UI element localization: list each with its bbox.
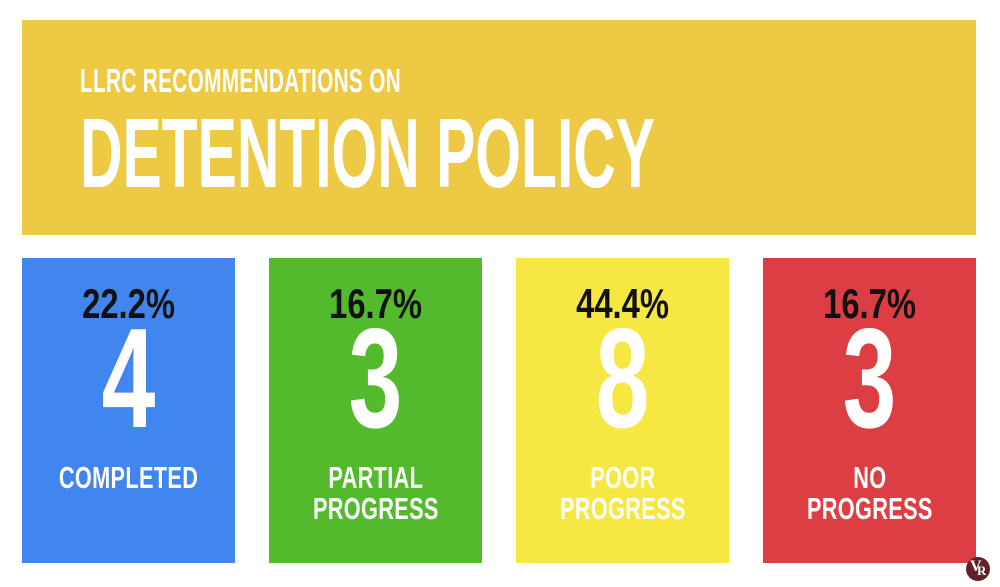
stat-card-poor-progress: 44.4% 8 POOR PROGRESS bbox=[516, 258, 729, 563]
header-kicker: LLRC RECOMMENDATIONS ON bbox=[80, 62, 402, 99]
percent-value: 16.7% bbox=[823, 280, 916, 327]
stat-cards-row: 22.2% 4 COMPLETED 16.7% 3 PARTIAL PROGRE… bbox=[22, 258, 976, 563]
verite-research-logo-icon: V R bbox=[966, 557, 990, 581]
percent-value: 22.2% bbox=[82, 280, 175, 327]
count-value: 3 bbox=[348, 299, 403, 458]
category-label-line2: PROGRESS bbox=[312, 491, 439, 526]
stat-card-partial-progress: 16.7% 3 PARTIAL PROGRESS bbox=[269, 258, 482, 563]
category-label-line2: PROGRESS bbox=[806, 491, 933, 526]
category-label-line1: COMPLETED bbox=[58, 460, 199, 495]
category-label-line1: PARTIAL bbox=[328, 460, 423, 495]
count-value: 8 bbox=[595, 299, 650, 458]
logo-letter-r: R bbox=[977, 563, 987, 578]
count-value: 3 bbox=[842, 299, 897, 458]
page-title: DETENTION POLICY bbox=[80, 98, 655, 208]
category-label: POOR PROGRESS bbox=[560, 462, 686, 524]
category-label-line1: POOR bbox=[589, 460, 656, 495]
header-banner: LLRC RECOMMENDATIONS ON DETENTION POLICY bbox=[22, 20, 976, 235]
stat-card-completed: 22.2% 4 COMPLETED bbox=[22, 258, 235, 563]
percent-value: 44.4% bbox=[576, 280, 669, 327]
stat-card-no-progress: 16.7% 3 NO PROGRESS bbox=[763, 258, 976, 563]
category-label-line2: PROGRESS bbox=[559, 491, 686, 526]
category-label-line1: NO bbox=[852, 460, 887, 495]
category-label: PARTIAL PROGRESS bbox=[313, 462, 439, 524]
category-label: COMPLETED bbox=[59, 462, 198, 493]
count-value: 4 bbox=[101, 299, 156, 458]
percent-value: 16.7% bbox=[329, 280, 422, 327]
logo-letter-v: V bbox=[970, 558, 982, 575]
category-label: NO PROGRESS bbox=[807, 462, 933, 524]
